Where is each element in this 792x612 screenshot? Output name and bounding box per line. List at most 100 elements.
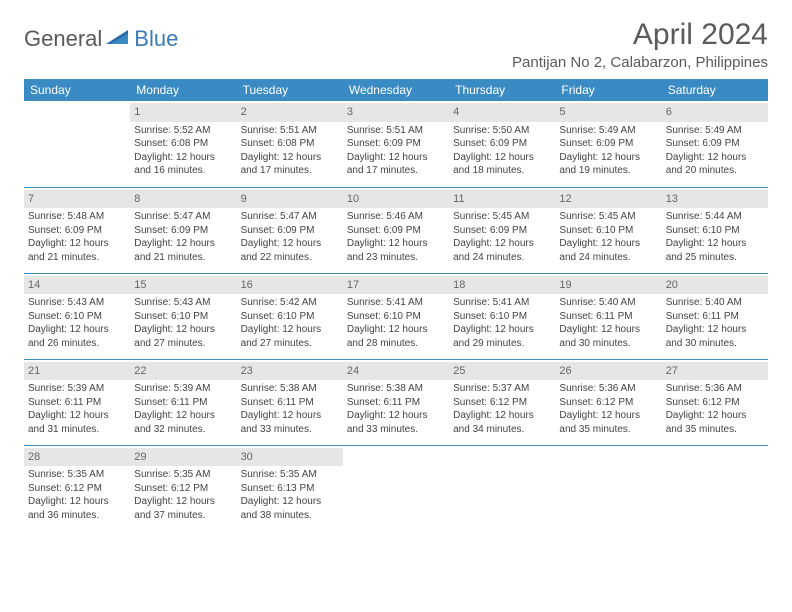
sunrise-line: Sunrise: 5:38 AM bbox=[241, 382, 339, 396]
calendar-cell: 18Sunrise: 5:41 AMSunset: 6:10 PMDayligh… bbox=[449, 273, 555, 359]
location: Pantijan No 2, Calabarzon, Philippines bbox=[512, 54, 768, 71]
daylight-line: Daylight: 12 hours and 20 minutes. bbox=[666, 151, 764, 178]
sunset-line: Sunset: 6:11 PM bbox=[666, 310, 764, 324]
sunset-line: Sunset: 6:12 PM bbox=[28, 482, 126, 496]
daylight-line: Daylight: 12 hours and 17 minutes. bbox=[347, 151, 445, 178]
calendar-cell: 5Sunrise: 5:49 AMSunset: 6:09 PMDaylight… bbox=[555, 101, 661, 187]
daylight-line: Daylight: 12 hours and 35 minutes. bbox=[559, 409, 657, 436]
calendar-row: 14Sunrise: 5:43 AMSunset: 6:10 PMDayligh… bbox=[24, 273, 768, 359]
daylight-line: Daylight: 12 hours and 19 minutes. bbox=[559, 151, 657, 178]
daylight-line: Daylight: 12 hours and 30 minutes. bbox=[559, 323, 657, 350]
sunset-line: Sunset: 6:11 PM bbox=[134, 396, 232, 410]
calendar-cell: 13Sunrise: 5:44 AMSunset: 6:10 PMDayligh… bbox=[662, 187, 768, 273]
daylight-line: Daylight: 12 hours and 17 minutes. bbox=[241, 151, 339, 178]
daylight-line: Daylight: 12 hours and 28 minutes. bbox=[347, 323, 445, 350]
sunset-line: Sunset: 6:12 PM bbox=[666, 396, 764, 410]
sunrise-line: Sunrise: 5:35 AM bbox=[28, 468, 126, 482]
day-number: 21 bbox=[24, 362, 130, 381]
sunset-line: Sunset: 6:10 PM bbox=[134, 310, 232, 324]
sunrise-line: Sunrise: 5:41 AM bbox=[347, 296, 445, 310]
calendar-cell bbox=[343, 445, 449, 531]
sunrise-line: Sunrise: 5:36 AM bbox=[559, 382, 657, 396]
sunset-line: Sunset: 6:10 PM bbox=[241, 310, 339, 324]
sunrise-line: Sunrise: 5:39 AM bbox=[28, 382, 126, 396]
brand-part1: General bbox=[24, 26, 102, 52]
weekday-header-row: SundayMondayTuesdayWednesdayThursdayFrid… bbox=[24, 79, 768, 101]
day-number: 5 bbox=[555, 103, 661, 122]
daylight-line: Daylight: 12 hours and 37 minutes. bbox=[134, 495, 232, 522]
calendar-cell: 11Sunrise: 5:45 AMSunset: 6:09 PMDayligh… bbox=[449, 187, 555, 273]
day-number: 22 bbox=[130, 362, 236, 381]
calendar-body: 1Sunrise: 5:52 AMSunset: 6:08 PMDaylight… bbox=[24, 101, 768, 531]
sunset-line: Sunset: 6:11 PM bbox=[241, 396, 339, 410]
sunset-line: Sunset: 6:10 PM bbox=[453, 310, 551, 324]
calendar-cell: 22Sunrise: 5:39 AMSunset: 6:11 PMDayligh… bbox=[130, 359, 236, 445]
weekday-header: Sunday bbox=[24, 79, 130, 101]
day-number: 7 bbox=[24, 190, 130, 209]
calendar-cell: 1Sunrise: 5:52 AMSunset: 6:08 PMDaylight… bbox=[130, 101, 236, 187]
day-number: 15 bbox=[130, 276, 236, 295]
sunset-line: Sunset: 6:13 PM bbox=[241, 482, 339, 496]
calendar-row: 7Sunrise: 5:48 AMSunset: 6:09 PM Daylight… bbox=[24, 187, 768, 273]
daylight-line: Daylight: 12 hours and 27 minutes. bbox=[241, 323, 339, 350]
calendar-cell bbox=[555, 445, 661, 531]
sunrise-line: Sunrise: 5:35 AM bbox=[241, 468, 339, 482]
brand-part2: Blue bbox=[134, 26, 178, 52]
sunrise-line: Sunrise: 5:41 AM bbox=[453, 296, 551, 310]
daylight-line: Daylight: 12 hours and 24 minutes. bbox=[559, 237, 657, 264]
day-number: 26 bbox=[555, 362, 661, 381]
calendar-cell bbox=[662, 445, 768, 531]
brand-logo: General Blue bbox=[24, 26, 178, 52]
day-number: 27 bbox=[662, 362, 768, 381]
day-number: 1 bbox=[130, 103, 236, 122]
weekday-header: Thursday bbox=[449, 79, 555, 101]
sunset-line: Sunset: 6:09 PM bbox=[28, 224, 126, 238]
daylight-line: Daylight: 12 hours and 26 minutes. bbox=[28, 323, 126, 350]
day-number: 13 bbox=[662, 190, 768, 209]
calendar-cell: 20Sunrise: 5:40 AMSunset: 6:11 PMDayligh… bbox=[662, 273, 768, 359]
weekday-header: Wednesday bbox=[343, 79, 449, 101]
calendar-cell: 24Sunrise: 5:38 AMSunset: 6:11 PMDayligh… bbox=[343, 359, 449, 445]
calendar-cell: 26Sunrise: 5:36 AMSunset: 6:12 PMDayligh… bbox=[555, 359, 661, 445]
daylight-line: Daylight: 12 hours and 27 minutes. bbox=[134, 323, 232, 350]
calendar-cell: 23Sunrise: 5:38 AMSunset: 6:11 PMDayligh… bbox=[237, 359, 343, 445]
sunrise-line: Sunrise: 5:49 AM bbox=[666, 124, 764, 138]
sunset-line: Sunset: 6:11 PM bbox=[559, 310, 657, 324]
calendar-cell: 8Sunrise: 5:47 AMSunset: 6:09 PMDaylight… bbox=[130, 187, 236, 273]
daylight-line: Daylight: 12 hours and 21 minutes. bbox=[134, 237, 232, 264]
sunrise-line: Sunrise: 5:51 AM bbox=[347, 124, 445, 138]
sunrise-line: Sunrise: 5:51 AM bbox=[241, 124, 339, 138]
calendar-cell: 27Sunrise: 5:36 AMSunset: 6:12 PMDayligh… bbox=[662, 359, 768, 445]
calendar-cell: 3Sunrise: 5:51 AMSunset: 6:09 PMDaylight… bbox=[343, 101, 449, 187]
day-number: 18 bbox=[449, 276, 555, 295]
sunset-line: Sunset: 6:12 PM bbox=[453, 396, 551, 410]
day-number: 10 bbox=[343, 190, 449, 209]
daylight-line: Daylight: 12 hours and 38 minutes. bbox=[241, 495, 339, 522]
calendar-cell: 15Sunrise: 5:43 AMSunset: 6:10 PMDayligh… bbox=[130, 273, 236, 359]
day-number: 28 bbox=[24, 448, 130, 467]
daylight-line: Daylight: 12 hours and 18 minutes. bbox=[453, 151, 551, 178]
calendar-cell: 25Sunrise: 5:37 AMSunset: 6:12 PMDayligh… bbox=[449, 359, 555, 445]
sunrise-line: Sunrise: 5:52 AM bbox=[134, 124, 232, 138]
day-number: 25 bbox=[449, 362, 555, 381]
sunset-line: Sunset: 6:09 PM bbox=[666, 137, 764, 151]
sunrise-line: Sunrise: 5:40 AM bbox=[666, 296, 764, 310]
sunrise-line: Sunrise: 5:48 AM bbox=[28, 210, 126, 224]
day-number: 3 bbox=[343, 103, 449, 122]
calendar-cell: 2Sunrise: 5:51 AMSunset: 6:08 PMDaylight… bbox=[237, 101, 343, 187]
daylight-line: Daylight: 12 hours and 34 minutes. bbox=[453, 409, 551, 436]
sunset-line: Sunset: 6:12 PM bbox=[559, 396, 657, 410]
calendar-cell: 7Sunrise: 5:48 AMSunset: 6:09 PMDaylight… bbox=[24, 187, 130, 273]
daylight-line: Daylight: 12 hours and 35 minutes. bbox=[666, 409, 764, 436]
weekday-header: Saturday bbox=[662, 79, 768, 101]
sunset-line: Sunset: 6:12 PM bbox=[134, 482, 232, 496]
day-number: 6 bbox=[662, 103, 768, 122]
weekday-header: Monday bbox=[130, 79, 236, 101]
calendar-cell: 29Sunrise: 5:35 AMSunset: 6:12 PMDayligh… bbox=[130, 445, 236, 531]
daylight-line: Daylight: 12 hours and 25 minutes. bbox=[666, 237, 764, 264]
calendar-cell: 10Sunrise: 5:46 AMSunset: 6:09 PMDayligh… bbox=[343, 187, 449, 273]
day-number: 19 bbox=[555, 276, 661, 295]
sunset-line: Sunset: 6:10 PM bbox=[347, 310, 445, 324]
sunrise-line: Sunrise: 5:39 AM bbox=[134, 382, 232, 396]
day-number: 8 bbox=[130, 190, 236, 209]
